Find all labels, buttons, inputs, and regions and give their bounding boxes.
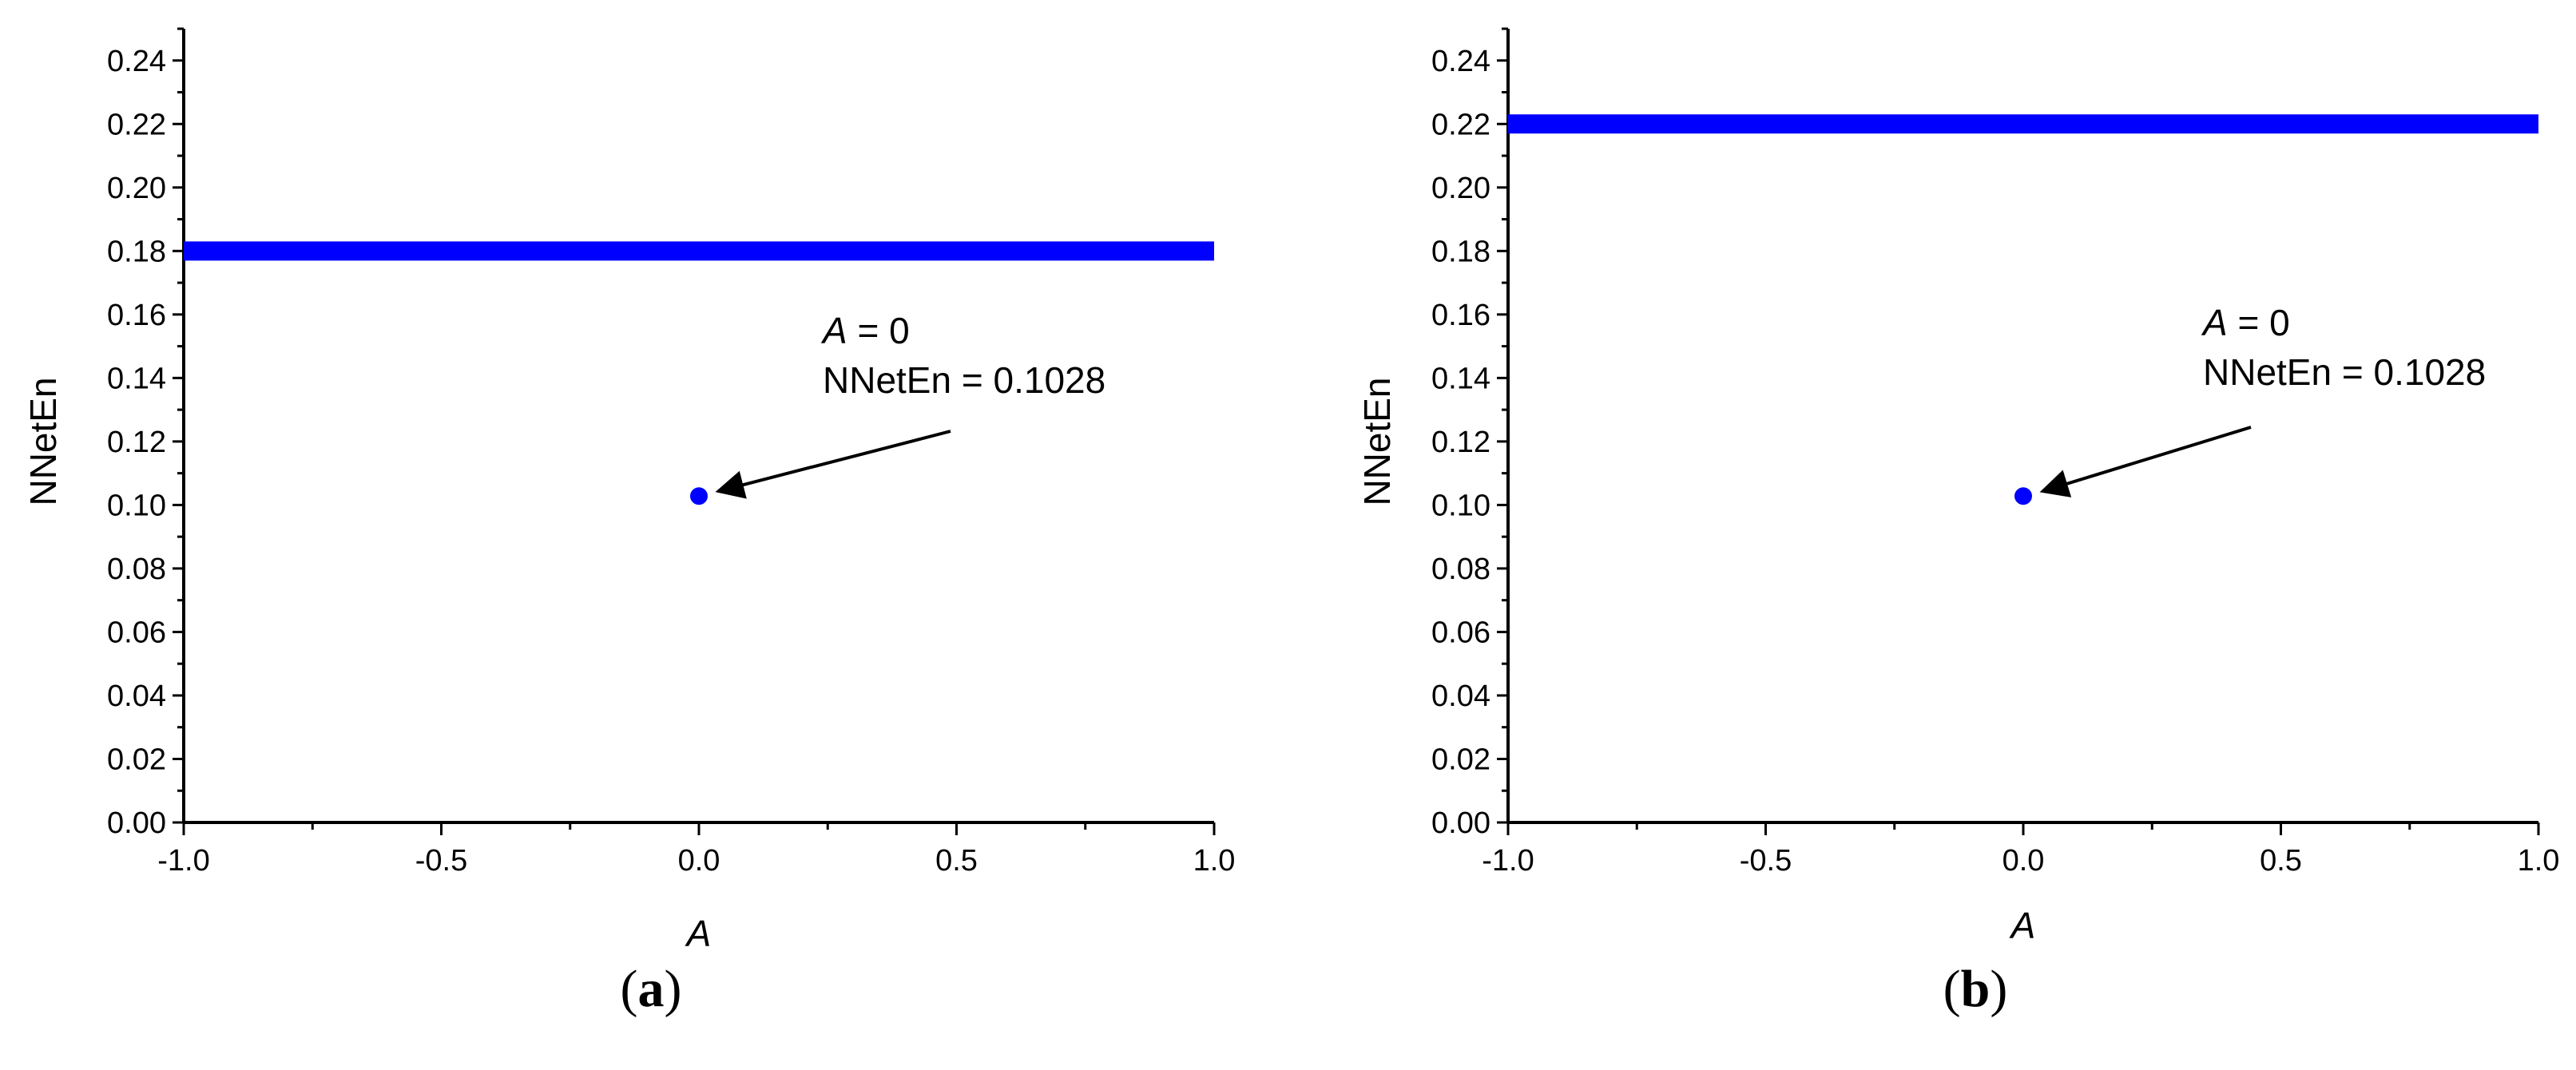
chart-panel-b: 0.00 0.02 0.04 0.06 0.08 0.10 0.12 0.14 0.16 0.18…	[1356, 27, 2560, 1018]
annotation-line-1: A = 0	[2201, 302, 2290, 343]
x-tick-label: 0.0	[678, 844, 720, 878]
y-tick-label: 0.04	[1431, 680, 1490, 713]
y-tick-label: 0.08	[107, 553, 166, 586]
x-tick-label: -1.0	[157, 844, 209, 878]
annotation-line-2: NNetEn = 0.1028	[823, 359, 1105, 401]
data-point	[2014, 487, 2032, 505]
x-tick-label: 0.5	[935, 844, 978, 878]
y-tick-label: 0.04	[107, 680, 166, 713]
y-tick-label: 0.20	[1431, 172, 1490, 205]
y-tick-label: 0.22	[107, 108, 166, 141]
annotation-line-1: A = 0	[820, 310, 910, 351]
x-axis-label: A	[685, 913, 712, 954]
x-tick-label: 0.5	[2260, 844, 2302, 878]
annotation-arrow	[2039, 426, 2252, 497]
panel-label: (a)	[621, 960, 682, 1018]
x-tick-label: -0.5	[1740, 844, 1792, 878]
y-tick-label: 0.22	[1431, 108, 1490, 141]
y-tick-label: 0.02	[107, 743, 166, 776]
y-tick-label: 0.06	[1431, 616, 1490, 649]
y-tick-label: 0.10	[1431, 489, 1490, 522]
annotation-arrow	[715, 430, 951, 499]
x-tick-label: -1.0	[1482, 844, 1534, 878]
panel-label: (b)	[1943, 960, 2008, 1018]
y-tick-label: 0.16	[1431, 299, 1490, 332]
chart-panel-a: 0.00 0.02 0.04 0.06 0.08 0.10 0.12 0.14 0.16 0.18…	[22, 27, 1236, 1018]
y-tick-label: 0.02	[1431, 743, 1490, 776]
y-axis-label: NNetEn	[22, 377, 64, 505]
data-point	[690, 487, 708, 505]
y-tick-label: 0.14	[1431, 362, 1490, 395]
y-tick-label: 0.08	[1431, 553, 1490, 586]
y-axis-label: NNetEn	[1356, 377, 1398, 505]
y-tick-label: 0.24	[107, 45, 166, 78]
y-tick-label: 0.14	[107, 362, 166, 395]
y-tick-label: 0.24	[1431, 45, 1490, 78]
x-tick-label: 1.0	[2518, 844, 2560, 878]
y-tick-label: 0.20	[107, 172, 166, 205]
x-tick-label: -0.5	[415, 844, 467, 878]
y-tick-label: 0.12	[1431, 426, 1490, 459]
y-tick-label: 0.16	[107, 299, 166, 332]
y-tick-label: 0.06	[107, 616, 166, 649]
y-tick-label: 0.10	[107, 489, 166, 522]
x-tick-label: 1.0	[1193, 844, 1236, 878]
y-tick-label: 0.18	[1431, 235, 1490, 268]
annotation-line-2: NNetEn = 0.1028	[2203, 351, 2486, 393]
x-axis-label: A	[2009, 905, 2036, 946]
y-tick-label: 0.12	[107, 426, 166, 459]
x-tick-label: 0.0	[2002, 844, 2045, 878]
y-tick-label: 0.00	[1431, 806, 1490, 840]
y-tick-label: 0.18	[107, 235, 166, 268]
y-tick-label: 0.00	[107, 806, 166, 840]
